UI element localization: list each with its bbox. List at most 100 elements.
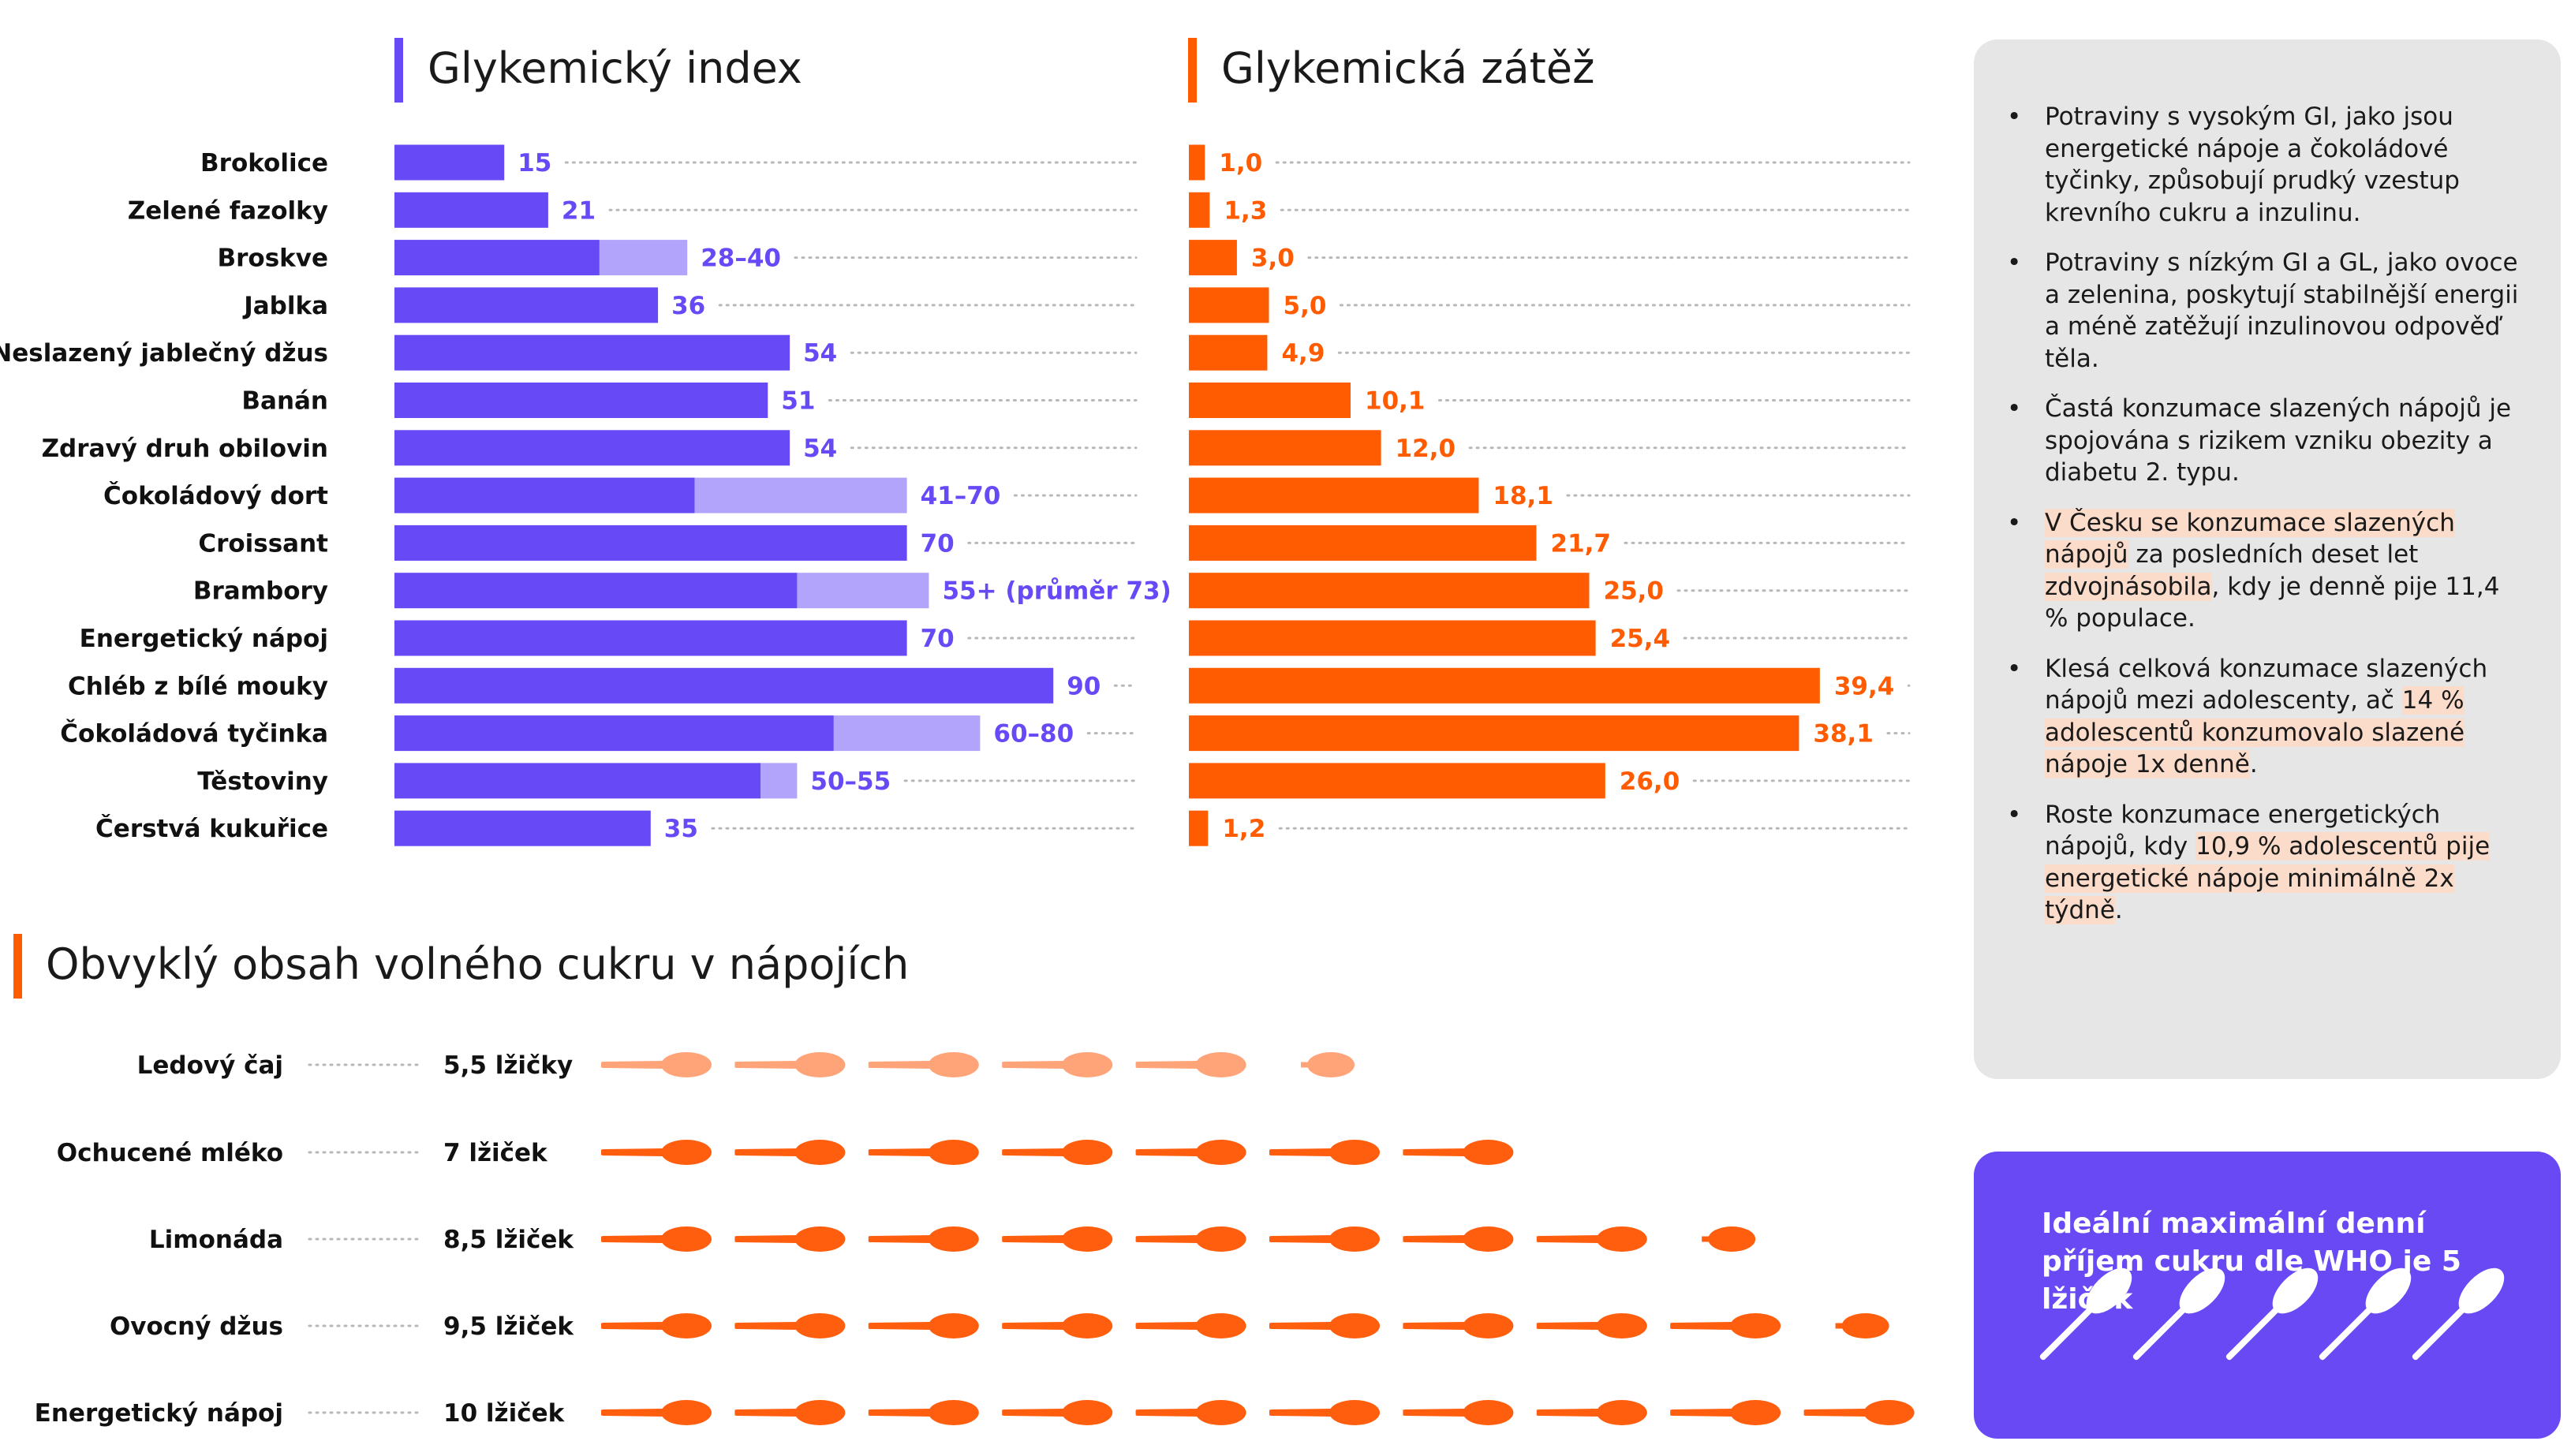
- gi-bar: [394, 763, 760, 799]
- gi-bar: [394, 287, 659, 323]
- spoon-bowl: [661, 1400, 712, 1425]
- spoon-bowl: [928, 1313, 979, 1338]
- spoon-handle: [734, 1409, 802, 1417]
- gi-bar: [394, 240, 600, 276]
- spoon-handle: [601, 1409, 667, 1417]
- spoon-bowl: [1195, 1226, 1246, 1252]
- spoon-bowl: [1596, 1226, 1647, 1252]
- gi-value-label: 54: [803, 339, 837, 368]
- spoon-bowl: [1195, 1052, 1246, 1077]
- spoon-handle: [2412, 1306, 2466, 1361]
- category-label: Čerstvá kukuřice: [95, 814, 328, 843]
- gi-value-label: 60–80: [993, 720, 1074, 749]
- spoon-icon: [1135, 1226, 1246, 1252]
- gi-value-label: 50–55: [810, 767, 891, 796]
- spoon-bowl: [928, 1140, 979, 1165]
- gi-value-label: 51: [781, 387, 815, 416]
- spoon-handle: [601, 1148, 667, 1156]
- spoon-bowl: [1730, 1313, 1781, 1338]
- gl-bar: [1189, 715, 1799, 752]
- spoon-bowl: [1463, 1140, 1514, 1165]
- gi-bar: [394, 334, 790, 371]
- spoon-icon: [601, 1400, 712, 1425]
- spoon-bowl: [1062, 1140, 1113, 1165]
- gl-bar: [1189, 240, 1237, 276]
- spoon-bowl: [794, 1140, 846, 1165]
- white-spoon-icon: [2132, 1267, 2225, 1361]
- spoon-handle: [734, 1148, 802, 1156]
- drink-label: Ovocný džus: [110, 1312, 283, 1341]
- half-spoon-icon: [1835, 1313, 1889, 1338]
- spoon-bowl: [1596, 1313, 1647, 1338]
- spoon-handle: [1269, 1235, 1336, 1243]
- white-spoon-icon: [2039, 1267, 2132, 1361]
- gl-value-label: 25,0: [1604, 577, 1665, 606]
- spoon-bowl: [1195, 1400, 1246, 1425]
- spoon-bowl: [1062, 1313, 1113, 1338]
- spoon-bowl: [2365, 1267, 2412, 1314]
- gl-value-label: 3,0: [1251, 245, 1295, 273]
- info-bullet: Klesá celková konzumace slazených nápojů…: [2007, 653, 2526, 781]
- spoon-bowl: [928, 1052, 979, 1077]
- gl-bar: [1189, 383, 1351, 418]
- spoon-handle: [2039, 1306, 2094, 1361]
- spoon-icon: [1670, 1313, 1781, 1338]
- half-spoon-icon: [1702, 1226, 1756, 1252]
- spoon-bowl: [1463, 1226, 1514, 1252]
- category-label: Neslazený jablečný džus: [0, 339, 328, 368]
- spoon-handle: [868, 1061, 935, 1069]
- sugar-title: Obvyklý obsah volného cukru v nápojích: [46, 939, 910, 989]
- spoon-icon: [601, 1052, 712, 1077]
- gl-bar: [1189, 667, 1820, 704]
- spoon-handle: [2132, 1306, 2187, 1361]
- drink-label: Energetický nápoj: [35, 1399, 283, 1428]
- spoon-handle: [1135, 1061, 1202, 1069]
- category-label: Energetický nápoj: [80, 625, 328, 653]
- spoon-bowl: [1596, 1400, 1647, 1425]
- spoon-bowl: [928, 1226, 979, 1252]
- category-label: Čokoládový dort: [103, 481, 328, 510]
- spoon-handle: [1536, 1235, 1603, 1243]
- spoon-icon: [1269, 1400, 1380, 1425]
- spoon-count-label: 10 lžiček: [443, 1399, 566, 1428]
- category-label: Brokolice: [200, 149, 328, 177]
- gi-bar: [394, 477, 695, 513]
- category-label: Banán: [241, 387, 328, 416]
- gi-value-label: 21: [562, 196, 596, 225]
- gi-bar: [394, 525, 907, 561]
- spoon-icon: [1670, 1400, 1781, 1425]
- gi-range-bar: [760, 763, 798, 799]
- spoon-bowl: [661, 1052, 712, 1077]
- gl-value-label: 1,2: [1222, 815, 1265, 843]
- gl-bar: [1189, 287, 1269, 323]
- spoon-handle: [1403, 1409, 1470, 1417]
- spoon-icon: [1135, 1140, 1246, 1165]
- spoon-icon: [1002, 1400, 1113, 1425]
- spoon-bowl: [1329, 1226, 1380, 1252]
- gl-bar: [1189, 334, 1268, 371]
- gl-value-label: 21,7: [1551, 529, 1612, 558]
- gi-value-label: 54: [803, 435, 837, 463]
- who-spoons: [2039, 1267, 2505, 1361]
- spoon-icon: [1536, 1313, 1647, 1338]
- spoon-icon: [734, 1052, 846, 1077]
- spoon-handle: [1002, 1061, 1069, 1069]
- info-bullet: Potraviny s nízkým GI a GL, jako ovoce a…: [2007, 247, 2526, 375]
- half-spoon-icon: [1301, 1052, 1355, 1077]
- spoon-handle: [1536, 1409, 1603, 1417]
- gi-range-bar: [833, 715, 981, 752]
- gi-bar: [394, 383, 768, 418]
- gl-bar: [1189, 810, 1209, 846]
- bullet-text: za posledních deset let: [2128, 540, 2419, 569]
- bullet-text: Častá konzumace slazených nápojů je spoj…: [2045, 394, 2512, 487]
- spoon-handle: [1135, 1322, 1202, 1330]
- category-label: Zelené fazolky: [128, 196, 328, 225]
- gl-bar: [1189, 620, 1596, 656]
- spoon-count-label: 7 lžiček: [443, 1139, 548, 1167]
- spoon-icon: [734, 1226, 846, 1252]
- spoon-icon: [1803, 1400, 1915, 1425]
- info-bullet: Potraviny s vysokým GI, jako jsou energe…: [2007, 101, 2526, 229]
- spoon-icon: [1002, 1140, 1113, 1165]
- spoon-icon: [1403, 1313, 1514, 1338]
